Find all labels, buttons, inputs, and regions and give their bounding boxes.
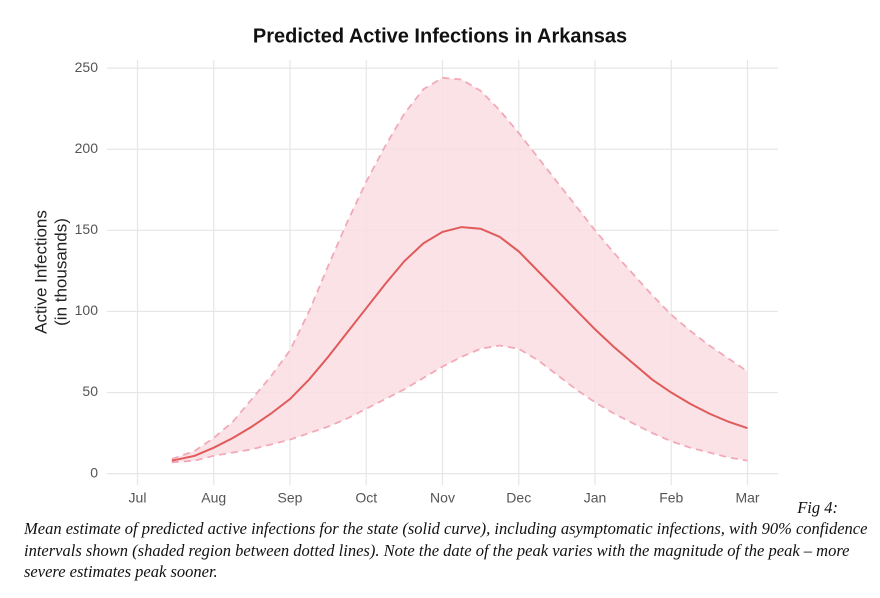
x-tick-label: Jul (129, 490, 147, 506)
x-tick-label: Mar (735, 490, 759, 506)
y-tick-label: 150 (75, 221, 99, 237)
x-tick-label: Sep (278, 490, 303, 506)
y-tick-label: 0 (90, 464, 98, 480)
confidence-bound (171, 344, 748, 464)
caption-label: Fig 4: (797, 498, 838, 517)
y-axis-label: Active Infections (31, 210, 50, 334)
chart-title: Predicted Active Infections in Arkansas (253, 25, 627, 47)
confidence-band (171, 77, 748, 463)
x-tick-label: Dec (506, 490, 531, 506)
y-tick-label: 50 (82, 383, 98, 399)
mean-line (171, 226, 748, 462)
y-axis-label: (in thousands) (51, 218, 70, 326)
y-tick-label: 250 (75, 59, 99, 75)
x-tick-label: Nov (430, 490, 455, 506)
caption: Mean estimate of predicted active infect… (24, 519, 868, 581)
x-tick-label: Aug (201, 490, 226, 506)
chart: Predicted Active Infections in Arkansas … (31, 25, 778, 506)
y-tick-label: 200 (75, 140, 99, 156)
x-tick-label: Oct (355, 490, 377, 506)
x-tick-label: Feb (659, 490, 683, 506)
x-tick-label: Jan (584, 490, 607, 506)
y-tick-label: 100 (75, 302, 99, 318)
